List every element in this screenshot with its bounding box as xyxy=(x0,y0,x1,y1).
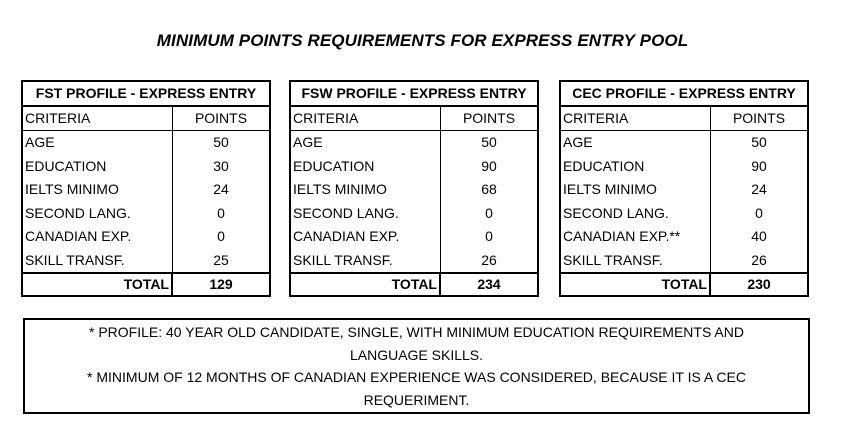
points-column-header: POINTS xyxy=(462,110,516,126)
criteria-cell: CANADIAN EXP.** xyxy=(561,225,711,249)
points-cell: 90 xyxy=(751,157,767,174)
total-label: TOTAL xyxy=(291,274,441,297)
criteria-cell: IELTS MINIMO xyxy=(561,178,711,202)
criteria-cell: AGE xyxy=(23,131,173,155)
fst-profile-table: FST PROFILE - EXPRESS ENTRY CRITERIA POI… xyxy=(21,80,271,297)
table-row: AGE 50 xyxy=(23,131,269,155)
table-row: SKILL TRANSF. 26 xyxy=(291,248,537,272)
points-cell: 50 xyxy=(751,134,767,150)
total-row: TOTAL 129 xyxy=(23,272,269,297)
table-row: SECOND LANG. 0 xyxy=(291,201,537,225)
points-cell: 68 xyxy=(481,181,497,197)
criteria-cell: EDUCATION xyxy=(561,154,711,178)
points-cell: 40 xyxy=(751,228,767,244)
points-cell: 0 xyxy=(217,204,225,221)
total-row: TOTAL 230 xyxy=(561,272,807,297)
column-header-row: CRITERIA POINTS xyxy=(23,107,269,131)
note-line: * PROFILE: 40 YEAR OLD CANDIDATE, SINGLE… xyxy=(89,324,744,340)
criteria-column-header: CRITERIA xyxy=(291,107,441,130)
points-cell: 26 xyxy=(751,251,767,268)
points-cell: 0 xyxy=(485,204,493,221)
criteria-cell: CANADIAN EXP. xyxy=(291,225,441,249)
table-row: SKILL TRANSF. 26 xyxy=(561,248,807,272)
table-row: EDUCATION 90 xyxy=(561,154,807,178)
criteria-cell: SECOND LANG. xyxy=(291,201,441,225)
table-row: EDUCATION 90 xyxy=(291,154,537,178)
points-cell: 0 xyxy=(217,228,225,244)
points-cell: 50 xyxy=(213,134,229,150)
table-row: IELTS MINIMO 68 xyxy=(291,178,537,202)
points-cell: 30 xyxy=(213,157,229,174)
table-header: FST PROFILE - EXPRESS ENTRY xyxy=(23,82,269,107)
criteria-cell: SECOND LANG. xyxy=(23,201,173,225)
total-value: 234 xyxy=(477,276,501,292)
points-cell: 24 xyxy=(213,181,229,197)
criteria-cell: IELTS MINIMO xyxy=(291,178,441,202)
table-row: CANADIAN EXP. 0 xyxy=(291,225,537,249)
table-row: IELTS MINIMO 24 xyxy=(561,178,807,202)
points-cell: 0 xyxy=(485,228,493,244)
criteria-cell: IELTS MINIMO xyxy=(23,178,173,202)
note-line: LANGUAGE SKILLS. xyxy=(349,346,484,363)
total-row: TOTAL 234 xyxy=(291,272,537,297)
points-cell: 50 xyxy=(481,134,497,150)
total-value: 129 xyxy=(209,276,233,292)
note-line: * MINIMUM OF 12 MONTHS OF CANADIAN EXPER… xyxy=(87,369,746,385)
table-row: AGE 50 xyxy=(291,131,537,155)
table-row: SKILL TRANSF. 25 xyxy=(23,248,269,272)
points-cell: 24 xyxy=(751,181,767,197)
criteria-cell: EDUCATION xyxy=(291,154,441,178)
criteria-cell: SKILL TRANSF. xyxy=(23,248,173,272)
criteria-cell: SKILL TRANSF. xyxy=(291,248,441,272)
table-row: EDUCATION 30 xyxy=(23,154,269,178)
fsw-profile-table: FSW PROFILE - EXPRESS ENTRY CRITERIA POI… xyxy=(289,80,539,297)
table-row: CANADIAN EXP. 0 xyxy=(23,225,269,249)
note-line: REQUERIMENT. xyxy=(363,391,470,408)
table-row: IELTS MINIMO 24 xyxy=(23,178,269,202)
criteria-cell: SECOND LANG. xyxy=(561,201,711,225)
total-value: 230 xyxy=(747,276,771,292)
total-label: TOTAL xyxy=(23,274,173,297)
page-title: MINIMUM POINTS REQUIREMENTS FOR EXPRESS … xyxy=(156,31,689,50)
criteria-cell: CANADIAN EXP. xyxy=(23,225,173,249)
points-column-header: POINTS xyxy=(194,110,248,126)
table-header: FSW PROFILE - EXPRESS ENTRY xyxy=(291,82,537,107)
cec-profile-table: CEC PROFILE - EXPRESS ENTRY CRITERIA POI… xyxy=(559,80,809,297)
points-cell: 90 xyxy=(481,157,497,174)
points-cell: 26 xyxy=(481,251,497,268)
table-row: CANADIAN EXP.** 40 xyxy=(561,225,807,249)
criteria-column-header: CRITERIA xyxy=(23,107,173,130)
criteria-column-header: CRITERIA xyxy=(561,107,711,130)
points-cell: 0 xyxy=(755,204,763,221)
table-row: AGE 50 xyxy=(561,131,807,155)
table-row: SECOND LANG. 0 xyxy=(561,201,807,225)
column-header-row: CRITERIA POINTS xyxy=(561,107,807,131)
column-header-row: CRITERIA POINTS xyxy=(291,107,537,131)
criteria-cell: SKILL TRANSF. xyxy=(561,248,711,272)
points-column-header: POINTS xyxy=(732,110,786,126)
total-label: TOTAL xyxy=(561,274,711,297)
notes-box: * PROFILE: 40 YEAR OLD CANDIDATE, SINGLE… xyxy=(23,318,810,414)
criteria-cell: AGE xyxy=(291,131,441,155)
table-row: SECOND LANG. 0 xyxy=(23,201,269,225)
table-header: CEC PROFILE - EXPRESS ENTRY xyxy=(561,82,807,107)
points-cell: 25 xyxy=(213,251,229,268)
criteria-cell: AGE xyxy=(561,131,711,155)
criteria-cell: EDUCATION xyxy=(23,154,173,178)
